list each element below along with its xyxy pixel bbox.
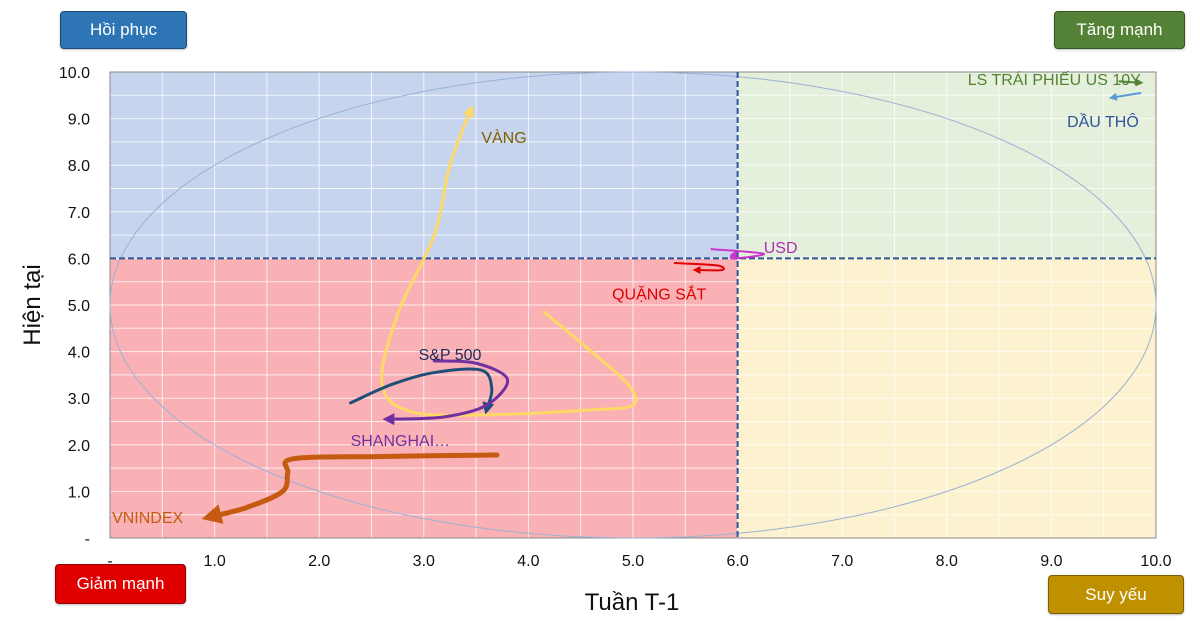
y-tick-label: 1.0 [68,484,90,501]
giam-manh-button[interactable]: Giảm mạnh [55,564,186,604]
x-tick-label: 5.0 [622,553,644,570]
series-trail-s-p-500 [349,367,495,415]
y-tick-label: 8.0 [68,158,90,175]
x-tick-label: 3.0 [413,553,435,570]
y-axis-ticks: - 1.0 2.0 3.0 4.0 5.0 6.0 7.0 8.0 9.0 10.0 [59,65,90,548]
quadrant-dividers [110,72,1156,538]
x-tick-label: 1.0 [203,553,225,570]
series-label-quang-sat: QUẶNG SẮT [612,284,706,303]
y-tick-label: 10.0 [59,65,90,82]
series-trail-ls-trai-phieu-us-10y [1118,78,1144,87]
series-trail-usd [710,248,765,260]
suy-yeu-button[interactable]: Suy yếu [1048,575,1184,614]
x-tick-label: 8.0 [936,553,958,570]
y-tick-label: 4.0 [68,345,90,362]
series-label-usd: USD [764,240,798,257]
x-tick-label: 6.0 [726,553,748,570]
series-trail-vnindex [201,452,500,524]
series-label-s-p-500: S&P 500 [419,347,482,364]
gridlines [109,71,1157,539]
series-trail-shanghai [382,359,510,426]
series-labels: VÀNG S&P 500 SHANGHAI… VNINDEX USD QUẶNG SẮT L… [112,70,1141,527]
series-label-vang: VÀNG [481,128,526,147]
y-tick-label: - [85,531,90,548]
x-axis-ticks: - 1.0 2.0 3.0 4.0 5.0 6.0 7.0 8.0 9.0 10.0 [107,553,1171,570]
reference-ellipse [109,71,1157,539]
x-tick-label: 4.0 [517,553,539,570]
x-tick-label: 7.0 [831,553,853,570]
series-trails [201,78,1144,524]
y-tick-label: 7.0 [68,205,90,222]
y-tick-label: 5.0 [68,298,90,315]
hoi-phuc-button[interactable]: Hồi phục [60,11,187,49]
series-label-shanghai: SHANGHAI… [351,433,451,450]
y-axis-title: Hiện tại [19,264,46,345]
tang-manh-button[interactable]: Tăng mạnh [1054,11,1185,49]
series-label-dau-tho: DẦU THÔ [1067,112,1139,131]
series-label-vnindex: VNINDEX [112,510,183,527]
series-trail-dau-tho [1108,91,1142,101]
series-trail-vang [380,104,638,417]
y-tick-label: 3.0 [68,391,90,408]
y-tick-label: 2.0 [68,438,90,455]
series-trail-quang-sat [673,262,725,275]
y-tick-label: 9.0 [68,112,90,129]
x-tick-label: 10.0 [1140,553,1171,570]
x-axis-title: Tuần T-1 [585,589,680,616]
y-tick-label: 6.0 [68,251,90,268]
reference-circle [109,71,1157,539]
series-label-ls-trai-phieu-us-10y: LS TRÁI PHIẾU US 10Y [968,70,1141,89]
x-tick-label: 9.0 [1040,553,1062,570]
x-tick-label: 2.0 [308,553,330,570]
x-tick-label: - [107,553,112,570]
